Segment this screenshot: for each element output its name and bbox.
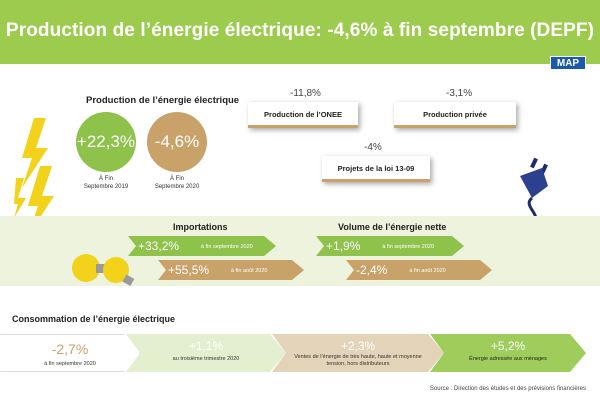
consumption-step-3: +2,3% Ventes de l’énergie de très haute,… xyxy=(272,334,444,372)
consumption-step-2-value: +1,1% xyxy=(188,339,224,353)
imports-row1: +33,2% à fin septembre 2020 xyxy=(128,236,276,256)
net-volume-title: Volume de l’énergie nette xyxy=(338,222,447,232)
net-volume-row2: -2,4% à fin août 2020 xyxy=(346,260,492,280)
caption-line: À Fin xyxy=(169,176,184,182)
imports-title: Importations xyxy=(173,222,228,232)
caption-line: À Fin xyxy=(98,176,113,182)
net-volume-row1-value: +1,9% xyxy=(326,239,361,253)
imports-row1-note: à fin septembre 2020 xyxy=(201,243,253,250)
production-2019-circle: +22,3% xyxy=(76,112,136,172)
production-2019-caption: À Fin Septembre 2019 xyxy=(71,175,141,191)
consumption-step-1-value: -2,7% xyxy=(51,341,89,357)
consumption-step-1: -2,7% à fin septembre 2020 xyxy=(0,334,140,372)
imports-band xyxy=(0,216,600,286)
net-volume-row1: +1,9% à fin septembre 2020 xyxy=(316,236,464,256)
light-bulb-icon xyxy=(72,254,135,286)
production-2020-caption: À Fin Septembre 2020 xyxy=(142,175,212,191)
net-volume-row2-note: à fin août 2020 xyxy=(409,267,446,274)
law-label: Projets de la loi 13-09 xyxy=(322,156,430,182)
caption-line: Septembre 2019 xyxy=(83,184,129,190)
production-2020-circle: -4,6% xyxy=(147,112,207,172)
map-logo: MAP xyxy=(550,56,586,70)
production-title: Production de l’énergie électrique xyxy=(86,95,240,106)
consumption-step-1-text: à fin septembre 2020 xyxy=(44,361,96,367)
caption-line: Septembre 2020 xyxy=(154,184,200,190)
consumption-title: Consommation de l’énergie électrique xyxy=(12,314,176,324)
net-volume-row2-value: -2,4% xyxy=(356,263,388,277)
page-title: Production de l’énergie électrique: -4,6… xyxy=(5,20,595,41)
consumption-step-3-value: +2,3% xyxy=(340,339,376,353)
consumption-step-4: +5,2% Énergie adressée aux ménages xyxy=(430,334,586,372)
consumption-step-2: +1,1% au troisième trimestre 2020 xyxy=(126,334,286,372)
source-note: Source : Direction des études et des pré… xyxy=(429,386,586,392)
consumption-step-4-value: +5,2% xyxy=(490,339,526,353)
consumption-step-3-text: Ventes de l’énergie de très haute, haute… xyxy=(294,354,422,367)
imports-row2: +55,5% à fin août 2020 xyxy=(158,260,304,280)
private-percent: -3,1% xyxy=(446,88,473,99)
net-volume-row1-note: à fin septembre 2020 xyxy=(382,243,435,250)
consumption-step-4-text: Énergie adressée aux ménages xyxy=(469,356,547,362)
imports-row2-note: à fin août 2020 xyxy=(231,267,268,274)
imports-row1-value: +33,2% xyxy=(138,239,180,253)
private-label: Production privée xyxy=(394,102,516,128)
onee-percent: -11,8% xyxy=(290,88,321,99)
imports-row2-value: +55,5% xyxy=(168,263,210,277)
consumption-step-2-text: au troisième trimestre 2020 xyxy=(172,356,240,362)
header-banner: Production de l’énergie électrique: -4,6… xyxy=(0,0,600,64)
law-percent: -4% xyxy=(364,142,382,153)
onee-label: Production de l’ONEE xyxy=(248,102,358,128)
